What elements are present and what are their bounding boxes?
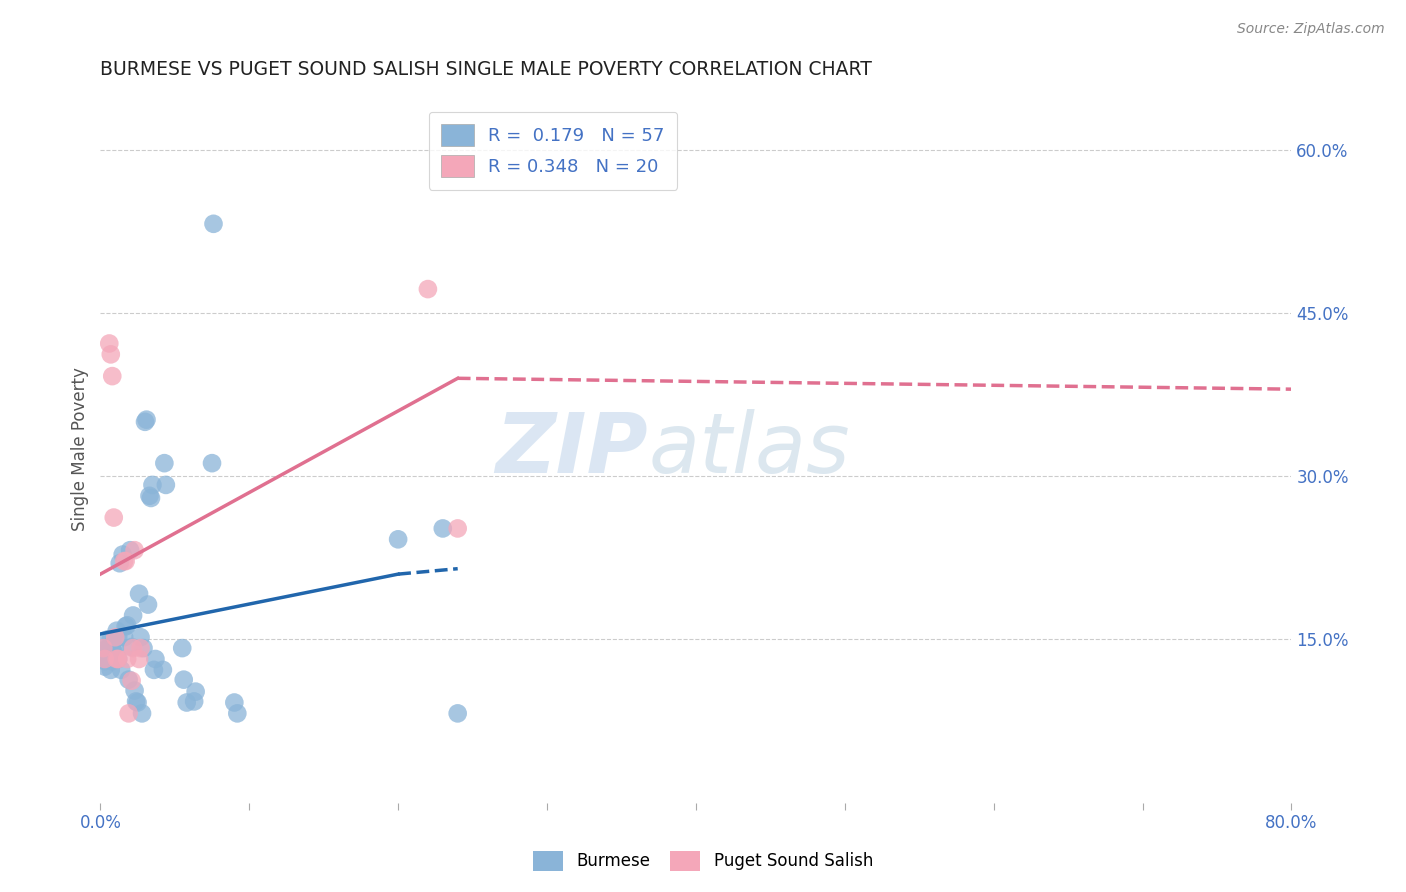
Point — [94, 654, 117, 668]
Point — [128, 652, 150, 666]
Point — [121, 673, 143, 688]
Point — [136, 598, 159, 612]
Point — [94, 659, 117, 673]
Text: ZIP: ZIP — [496, 409, 648, 490]
Point — [108, 556, 131, 570]
Point — [145, 652, 167, 666]
Point — [132, 641, 155, 656]
Point — [115, 618, 138, 632]
Point — [447, 706, 470, 721]
Point — [183, 694, 205, 708]
Point — [104, 641, 127, 656]
Point — [101, 369, 124, 384]
Point — [100, 632, 122, 647]
Point — [135, 412, 157, 426]
Point — [98, 640, 121, 654]
Point — [101, 642, 124, 657]
Point — [176, 696, 198, 710]
Point — [387, 533, 409, 547]
Point — [124, 543, 146, 558]
Point — [139, 491, 162, 505]
Point — [447, 521, 470, 535]
Point — [129, 641, 152, 656]
Point — [152, 663, 174, 677]
Point — [91, 641, 114, 656]
Point — [202, 217, 225, 231]
Point — [141, 478, 163, 492]
Point — [122, 641, 145, 656]
Point — [103, 645, 125, 659]
Point — [91, 643, 114, 657]
Y-axis label: Single Male Poverty: Single Male Poverty — [72, 368, 89, 531]
Point — [224, 696, 246, 710]
Point — [117, 706, 139, 721]
Text: BURMESE VS PUGET SOUND SALISH SINGLE MALE POVERTY CORRELATION CHART: BURMESE VS PUGET SOUND SALISH SINGLE MAL… — [100, 60, 872, 78]
Point — [105, 652, 128, 666]
Point — [432, 521, 454, 535]
Text: Source: ZipAtlas.com: Source: ZipAtlas.com — [1237, 22, 1385, 37]
Point — [97, 632, 120, 647]
Legend: Burmese, Puget Sound Salish: Burmese, Puget Sound Salish — [524, 842, 882, 880]
Point — [101, 654, 124, 668]
Point — [112, 630, 135, 644]
Point — [138, 489, 160, 503]
Point — [112, 554, 135, 568]
Point — [110, 663, 132, 677]
Point — [153, 456, 176, 470]
Point — [96, 645, 118, 659]
Point — [184, 684, 207, 698]
Point — [155, 478, 177, 492]
Point — [98, 336, 121, 351]
Point — [121, 640, 143, 654]
Point — [127, 696, 149, 710]
Point — [131, 706, 153, 721]
Point — [122, 608, 145, 623]
Point — [100, 663, 122, 677]
Point — [98, 651, 121, 665]
Point — [226, 706, 249, 721]
Point — [105, 624, 128, 638]
Point — [416, 282, 439, 296]
Point — [115, 652, 138, 666]
Text: atlas: atlas — [648, 409, 849, 490]
Point — [201, 456, 224, 470]
Point — [104, 630, 127, 644]
Point — [107, 652, 129, 666]
Point — [114, 554, 136, 568]
Point — [124, 683, 146, 698]
Point — [129, 630, 152, 644]
Point — [172, 641, 194, 656]
Point — [100, 347, 122, 361]
Point — [107, 630, 129, 644]
Point — [173, 673, 195, 687]
Point — [117, 673, 139, 687]
Point — [134, 415, 156, 429]
Point — [142, 663, 165, 677]
Point — [103, 510, 125, 524]
Point — [114, 619, 136, 633]
Point — [111, 548, 134, 562]
Point — [94, 652, 117, 666]
Point — [128, 587, 150, 601]
Point — [96, 652, 118, 666]
Point — [107, 652, 129, 666]
Point — [120, 543, 142, 558]
Point — [125, 694, 148, 708]
Legend: R =  0.179   N = 57, R = 0.348   N = 20: R = 0.179 N = 57, R = 0.348 N = 20 — [429, 112, 678, 190]
